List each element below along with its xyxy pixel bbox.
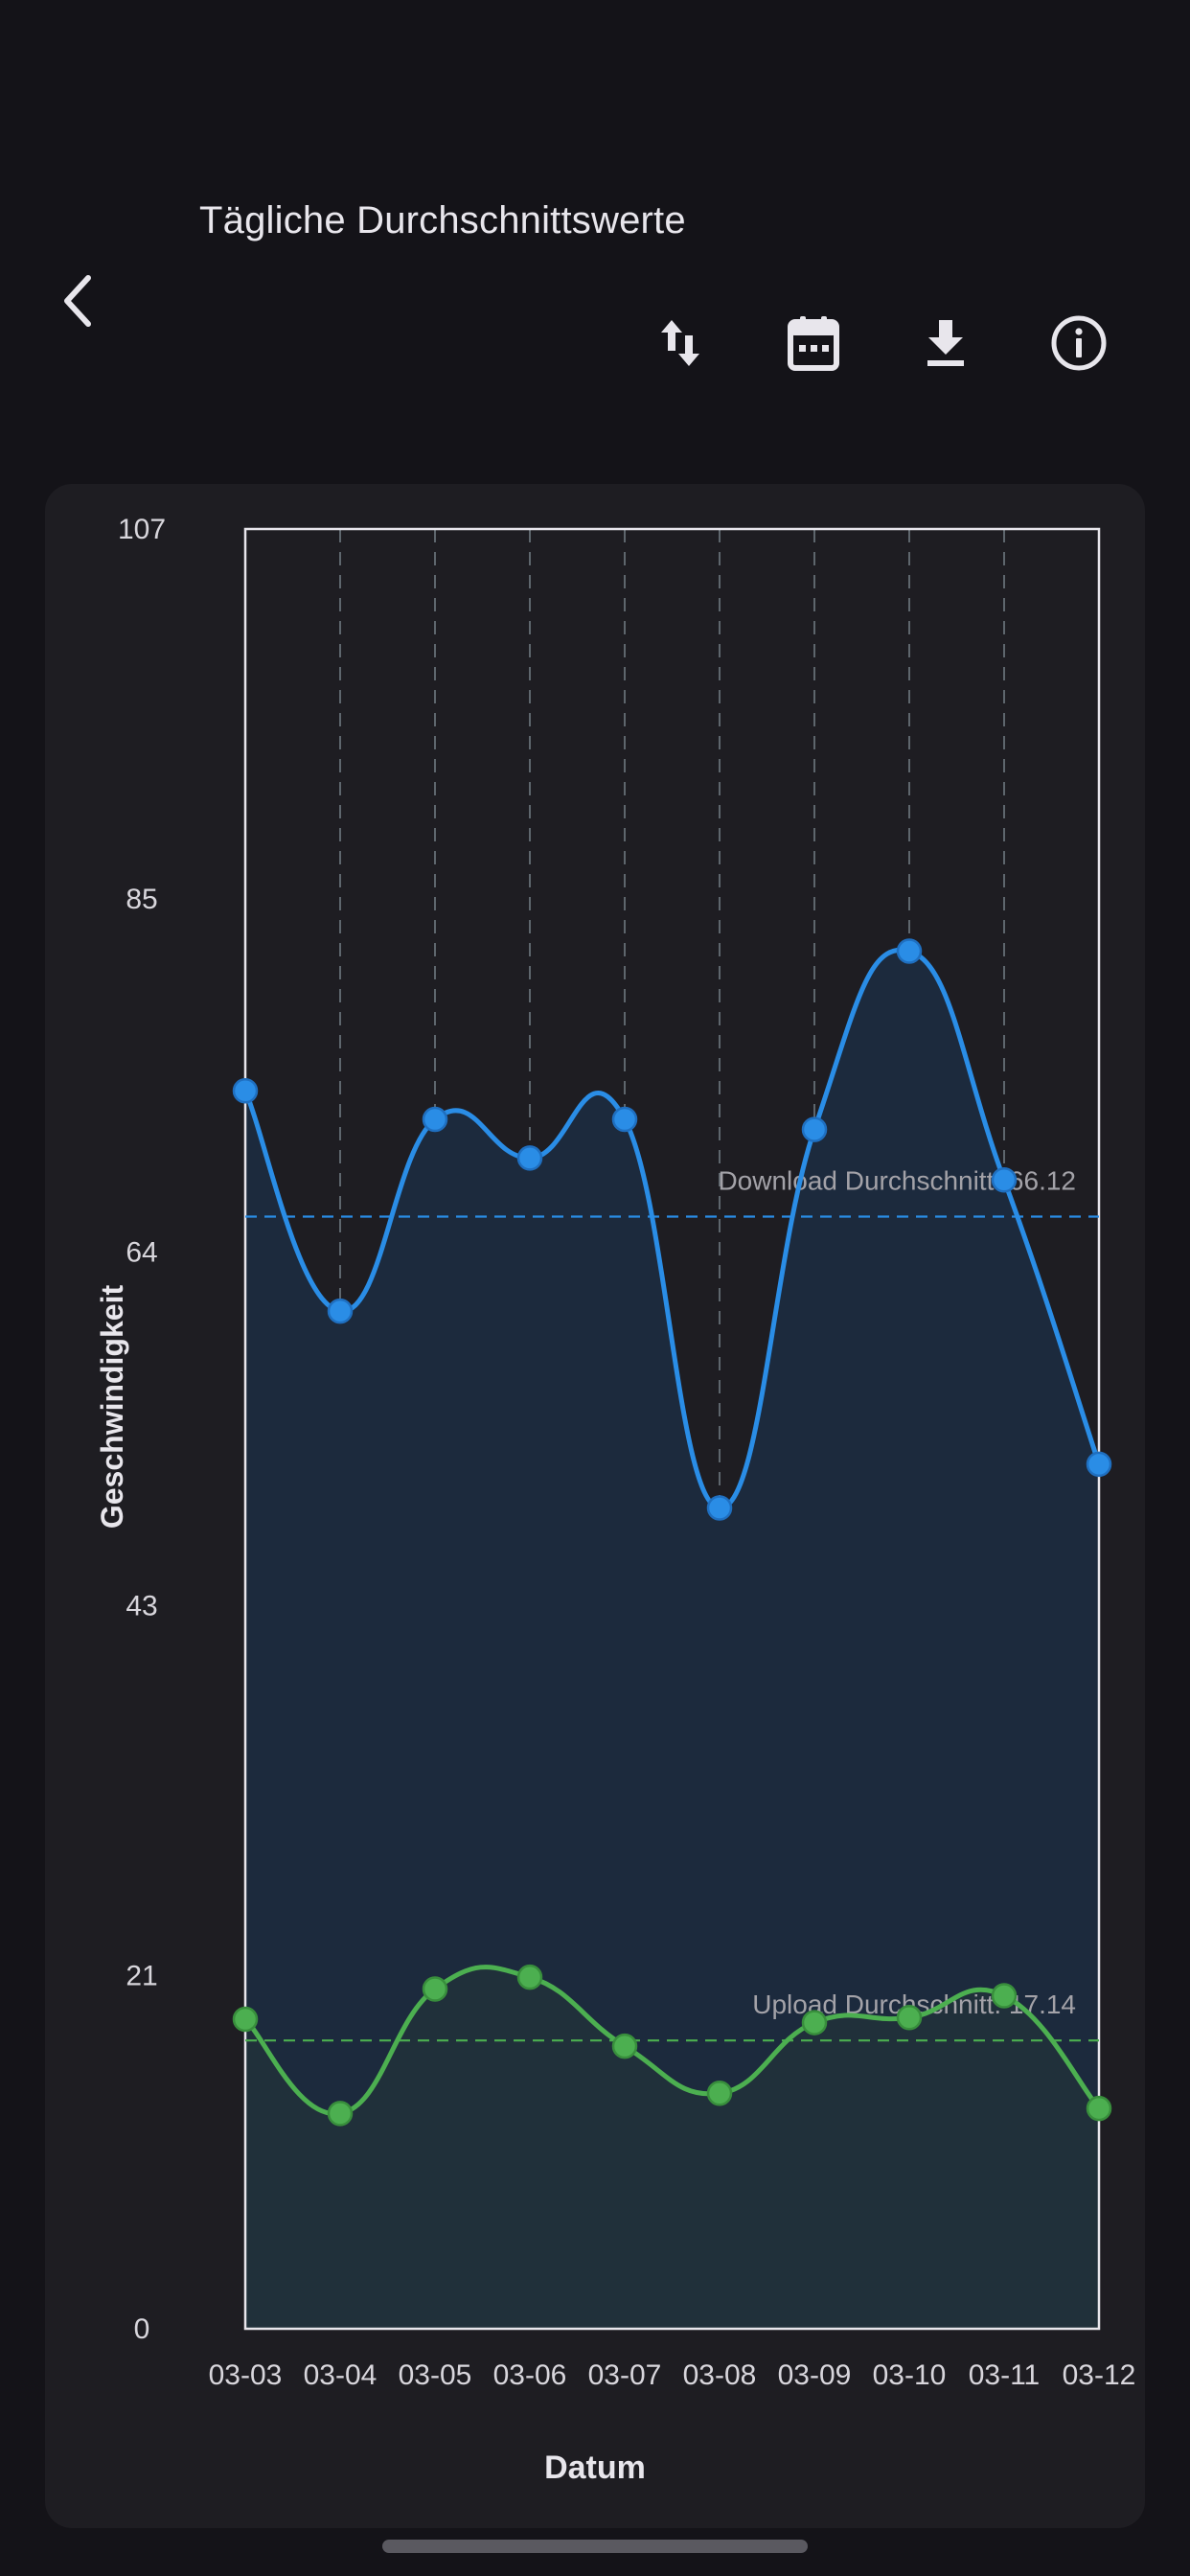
- download-point[interactable]: [991, 1166, 1018, 1193]
- toolbar: [0, 305, 1190, 381]
- x-tick-label: 03-04: [304, 2359, 378, 2391]
- download-point[interactable]: [516, 1145, 543, 1171]
- x-tick-label: 03-03: [209, 2359, 283, 2391]
- download-line: [242, 947, 1102, 1510]
- y-tick-label: 107: [118, 514, 166, 545]
- download-point[interactable]: [611, 1106, 638, 1133]
- x-tick-label: 03-08: [683, 2359, 757, 2391]
- info-button[interactable]: [1041, 305, 1117, 381]
- upload-point[interactable]: [327, 2101, 354, 2127]
- download-point[interactable]: [232, 1077, 259, 1104]
- upload-point[interactable]: [516, 1964, 543, 1990]
- download-icon: [927, 320, 964, 366]
- x-tick-label: 03-07: [588, 2359, 662, 2391]
- upload-point[interactable]: [706, 2081, 733, 2106]
- home-indicator[interactable]: [382, 2540, 808, 2553]
- calendar-button[interactable]: [775, 305, 852, 381]
- download-point[interactable]: [896, 938, 923, 964]
- swap-button[interactable]: [642, 305, 719, 381]
- y-tick-label: 43: [126, 1590, 157, 1622]
- download-button[interactable]: [907, 305, 984, 381]
- y-tick-label: 21: [126, 1960, 157, 1991]
- x-tick-label: 03-09: [778, 2359, 852, 2391]
- upload-area: [245, 1966, 1099, 2329]
- x-tick-label: 03-12: [1063, 2359, 1136, 2391]
- upload-line: [243, 1965, 1101, 2116]
- upload-point[interactable]: [232, 2006, 259, 2033]
- x-tick-label: 03-06: [493, 2359, 567, 2391]
- upload-point[interactable]: [422, 1976, 448, 2002]
- download-point[interactable]: [1086, 1451, 1112, 1478]
- swap-icon: [661, 320, 699, 366]
- download-point[interactable]: [327, 1298, 354, 1324]
- y-tick-label: 64: [126, 1237, 157, 1269]
- upload-point[interactable]: [991, 1983, 1018, 2009]
- upload-point[interactable]: [1086, 2095, 1112, 2122]
- x-tick-label: 03-10: [873, 2359, 947, 2391]
- upload-point[interactable]: [896, 2005, 923, 2031]
- x-tick-label: 03-05: [399, 2359, 472, 2391]
- chevron-left-icon: [64, 275, 91, 327]
- y-axis-label: Geschwindigkeit: [95, 1285, 129, 1530]
- x-axis-label: Datum: [544, 2450, 646, 2486]
- info-icon: [1051, 315, 1107, 371]
- upload-point[interactable]: [801, 2010, 828, 2036]
- calendar-icon: [788, 316, 839, 371]
- page-title: Tägliche Durchschnittswerte: [199, 199, 686, 242]
- upload-point[interactable]: [611, 2033, 638, 2059]
- back-button[interactable]: [50, 266, 107, 335]
- x-tick-label: 03-11: [969, 2359, 1041, 2391]
- y-tick-label: 0: [134, 2313, 150, 2345]
- y-tick-label: 85: [126, 884, 157, 915]
- download-average-label: Download Durchschnitt: 66.12: [718, 1166, 1076, 1196]
- download-point[interactable]: [422, 1106, 448, 1133]
- download-point[interactable]: [801, 1116, 828, 1142]
- download-point[interactable]: [706, 1495, 733, 1521]
- plot-frame: [243, 527, 1101, 2331]
